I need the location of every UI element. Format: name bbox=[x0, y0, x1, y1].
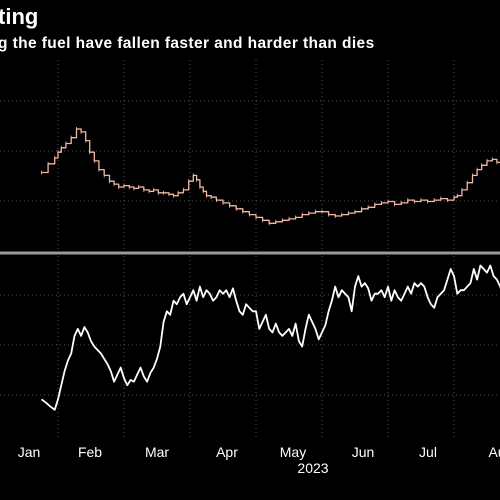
upper-panel bbox=[41, 127, 500, 226]
x-tick-label: Jun bbox=[352, 444, 375, 460]
x-tick-label: Jul bbox=[419, 444, 437, 460]
x-tick-label: Apr bbox=[216, 444, 238, 460]
series-line bbox=[40, 264, 500, 411]
chart-title: ting bbox=[0, 4, 39, 29]
x-axis: Jan Feb Mar Apr May Jun Jul Au 2023 bbox=[18, 444, 500, 476]
x-tick-label: May bbox=[280, 444, 306, 460]
chart-subtitle: g the fuel have fallen faster and harder… bbox=[0, 35, 375, 52]
gridlines bbox=[0, 60, 500, 440]
x-tick-label: Feb bbox=[78, 444, 102, 460]
x-tick-label: Jan bbox=[18, 444, 41, 460]
x-tick-label: Au bbox=[488, 444, 500, 460]
x-tick-label: Mar bbox=[145, 444, 169, 460]
lower-panel bbox=[40, 264, 500, 411]
x-year-label: 2023 bbox=[297, 460, 328, 476]
series-line bbox=[41, 128, 500, 224]
